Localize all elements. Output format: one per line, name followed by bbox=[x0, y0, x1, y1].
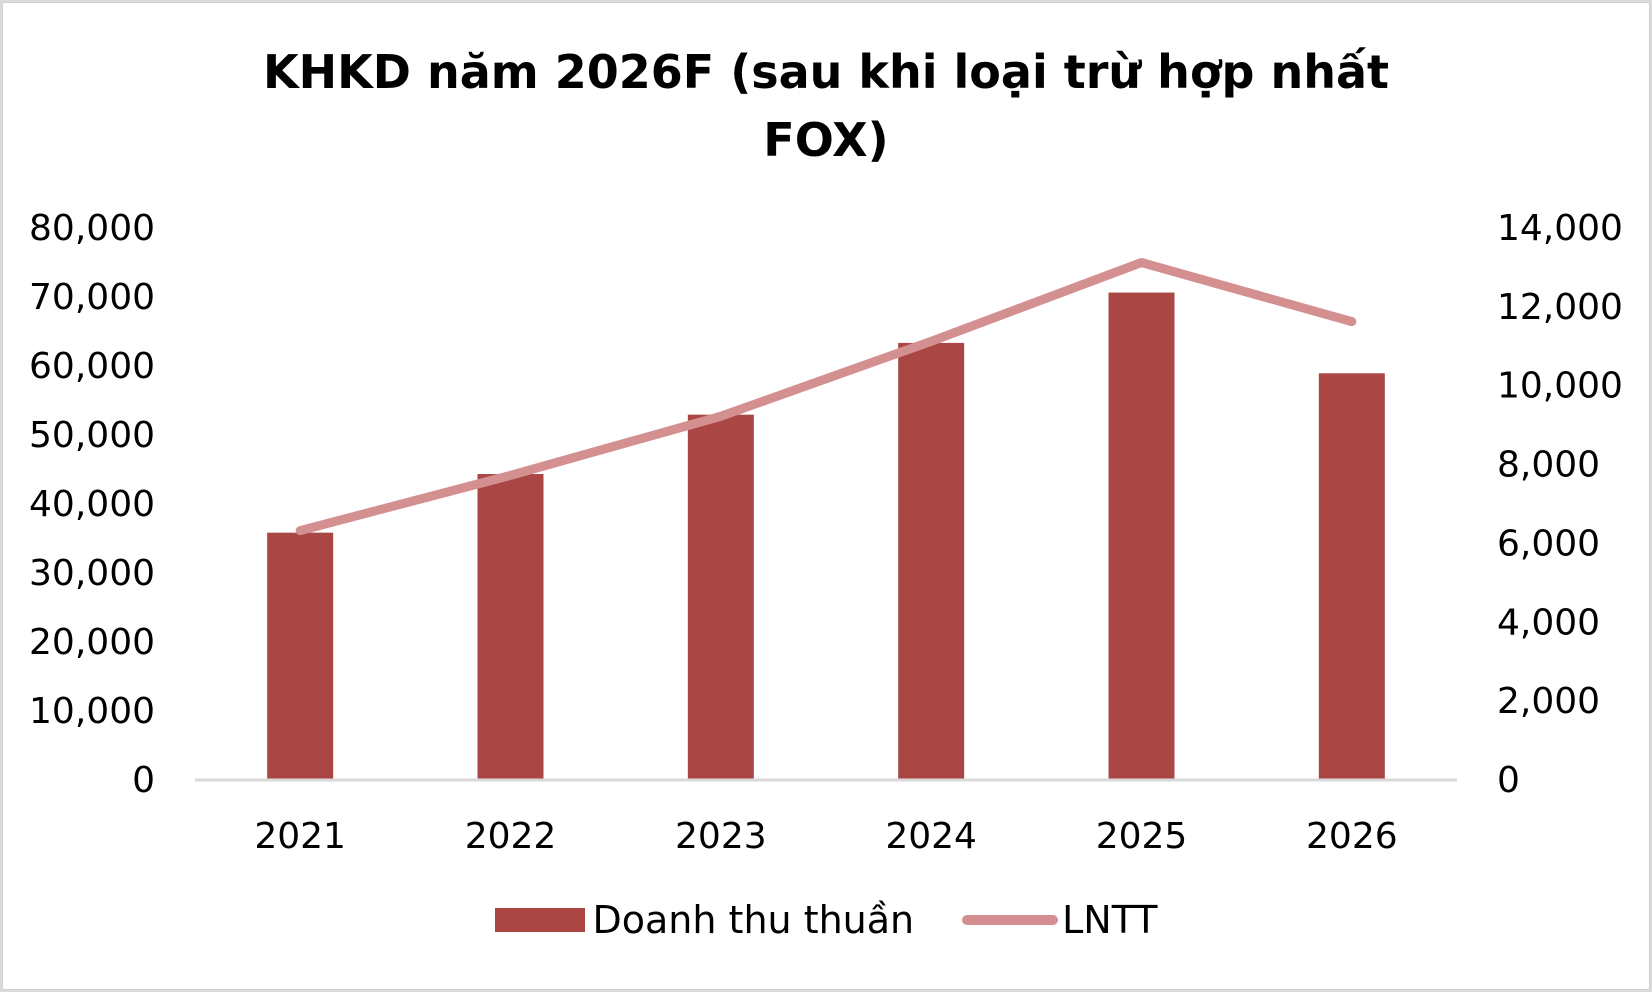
legend: Doanh thu thuần LNTT bbox=[0, 898, 1652, 942]
revenue-bar bbox=[687, 414, 754, 779]
x-axis-tick: 2022 bbox=[465, 816, 557, 857]
right-axis-tick: 14,000 bbox=[1497, 208, 1623, 249]
legend-label-revenue: Doanh thu thuần bbox=[592, 898, 915, 942]
right-axis-tick: 0 bbox=[1497, 760, 1520, 801]
right-axis-tick: 8,000 bbox=[1497, 445, 1600, 486]
legend-item-revenue: Doanh thu thuần bbox=[494, 898, 915, 942]
bar-swatch-icon bbox=[494, 908, 585, 932]
x-axis-tick: 2021 bbox=[254, 816, 346, 857]
left-axis-tick: 0 bbox=[132, 760, 155, 801]
revenue-bar bbox=[267, 532, 334, 779]
left-axis-tick: 50,000 bbox=[29, 415, 155, 456]
left-axis-tick: 60,000 bbox=[29, 346, 155, 387]
left-axis-tick: 30,000 bbox=[29, 553, 155, 594]
left-axis-tick: 80,000 bbox=[29, 208, 155, 249]
legend-label-lntt: LNTT bbox=[1062, 898, 1158, 942]
x-axis-tick: 2026 bbox=[1306, 816, 1398, 857]
chart-title-line1: KHKD năm 2026F (sau khi loại trừ hợp nhấ… bbox=[263, 45, 1389, 99]
x-axis-tick: 2023 bbox=[675, 816, 767, 857]
right-axis-tick: 12,000 bbox=[1497, 287, 1623, 328]
right-axis-tick: 4,000 bbox=[1497, 602, 1600, 643]
lntt-line bbox=[295, 257, 1357, 536]
x-axis-tick: 2025 bbox=[1096, 816, 1188, 857]
revenue-bar bbox=[898, 342, 965, 779]
legend-item-lntt: LNTT bbox=[962, 898, 1158, 942]
line-swatch-icon bbox=[962, 915, 1059, 925]
left-axis-tick: 10,000 bbox=[29, 691, 155, 732]
left-axis-tick: 40,000 bbox=[29, 484, 155, 525]
chart-title-line2: FOX) bbox=[763, 113, 889, 167]
x-axis-tick: 2024 bbox=[885, 816, 977, 857]
chart-title: KHKD năm 2026F (sau khi loại trừ hợp nhấ… bbox=[0, 38, 1652, 174]
right-axis-tick: 10,000 bbox=[1497, 366, 1623, 407]
revenue-bar bbox=[1318, 373, 1385, 779]
revenue-bar bbox=[1108, 292, 1175, 779]
right-axis-tick: 2,000 bbox=[1497, 681, 1600, 722]
right-axis-tick: 6,000 bbox=[1497, 523, 1600, 564]
left-axis-tick: 20,000 bbox=[29, 622, 155, 663]
revenue-bar bbox=[477, 474, 544, 779]
left-axis-tick: 70,000 bbox=[29, 277, 155, 318]
